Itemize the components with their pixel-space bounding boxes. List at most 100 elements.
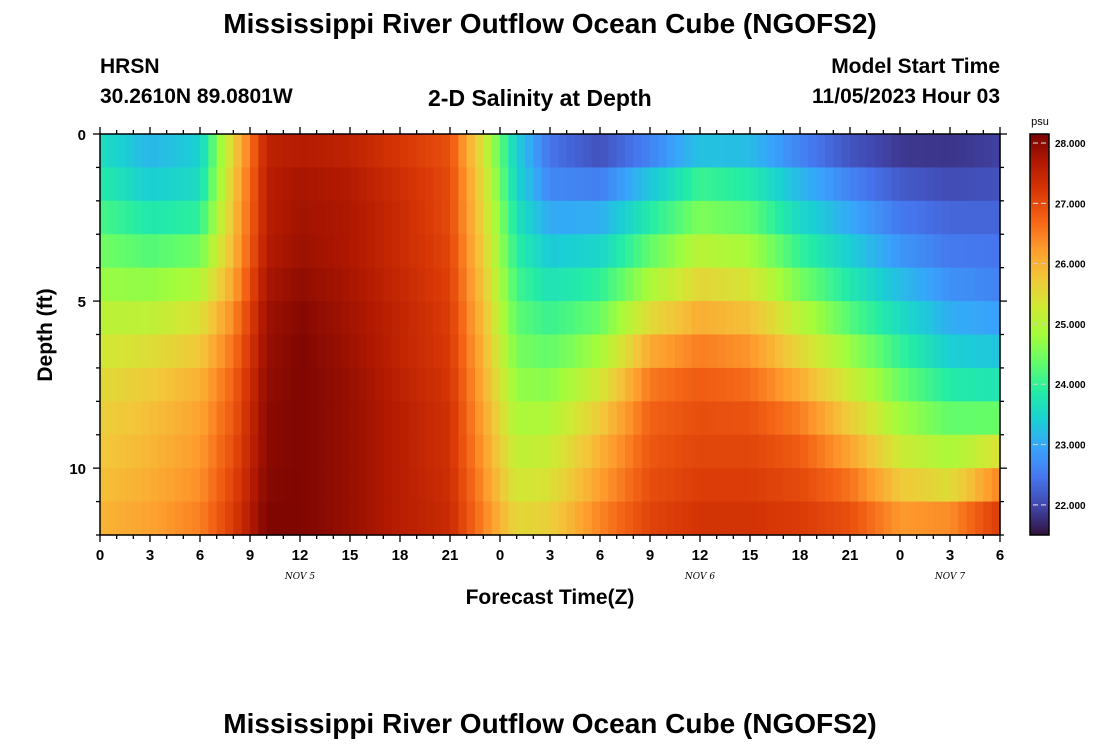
heatmap-cell (566, 134, 576, 169)
heatmap-cell (591, 267, 601, 302)
heatmap-cell (575, 334, 584, 369)
heatmap-cell (275, 167, 284, 202)
heatmap-cell (491, 167, 501, 202)
heatmap-cell (700, 501, 709, 536)
heatmap-cell (491, 200, 501, 235)
heatmap-cell (600, 367, 609, 402)
x-tick-label: 21 (842, 547, 859, 564)
heatmap-cell (408, 468, 418, 503)
heatmap-cell (750, 468, 759, 503)
heatmap-cell (416, 501, 426, 536)
heatmap-cell (725, 334, 734, 369)
heatmap-cell (141, 401, 151, 436)
heatmap-cell (600, 501, 609, 536)
heatmap-cell (975, 167, 984, 202)
heatmap-cell (800, 367, 809, 402)
heatmap-cell (625, 501, 634, 536)
heatmap-cell (416, 134, 426, 169)
heatmap-cell (866, 234, 876, 269)
heatmap-cell (808, 134, 818, 169)
heatmap-cell (983, 267, 993, 302)
heatmap-cell (241, 468, 251, 503)
heatmap-cell (775, 267, 784, 302)
heatmap-cell (283, 234, 293, 269)
heatmap-cell (916, 468, 926, 503)
heatmap-cell (950, 134, 959, 169)
heatmap-cell (983, 434, 993, 469)
heatmap-cell (325, 234, 334, 269)
y-tick-label: 10 (69, 461, 86, 478)
heatmap-cell (966, 267, 976, 302)
heatmap-cell (433, 167, 443, 202)
heatmap-cell (691, 334, 701, 369)
heatmap-cell (575, 134, 584, 169)
heatmap-cell (458, 267, 468, 302)
heatmap-cell (725, 234, 734, 269)
heatmap-cell (141, 334, 151, 369)
heatmap-cell (500, 367, 509, 402)
x-tick-label: 18 (392, 547, 409, 564)
heatmap-cell (350, 200, 359, 235)
heatmap-cell (616, 334, 626, 369)
heatmap-cell (658, 468, 668, 503)
heatmap-cell (541, 334, 551, 369)
heatmap-cell (525, 367, 534, 402)
heatmap-cell (808, 301, 818, 336)
heatmap-cell (216, 301, 226, 336)
heatmap-cell (283, 200, 293, 235)
heatmap-cell (116, 267, 126, 302)
heatmap-cell (158, 267, 168, 302)
heatmap-cell (133, 334, 143, 369)
heatmap-cell (833, 367, 843, 402)
heatmap-cell (200, 167, 209, 202)
heatmap-cell (833, 234, 843, 269)
heatmap-cell (941, 267, 951, 302)
heatmap-cell (533, 468, 543, 503)
heatmap-cell (258, 234, 268, 269)
heatmap-cell (525, 234, 534, 269)
heatmap-cell (983, 468, 993, 503)
heatmap-cell (408, 301, 418, 336)
heatmap-cell (600, 234, 609, 269)
heatmap-cell (900, 267, 909, 302)
heatmap-cell (400, 401, 409, 436)
heatmap-cell (316, 134, 326, 169)
heatmap-cell (716, 267, 726, 302)
heatmap-cell (550, 200, 559, 235)
heatmap-cell (383, 134, 393, 169)
heatmap-cell (950, 234, 959, 269)
heatmap-cell (933, 134, 943, 169)
heatmap-cell (316, 468, 326, 503)
heatmap-cell (741, 434, 751, 469)
heatmap-cell (616, 200, 626, 235)
heatmap-cell (158, 367, 168, 402)
heatmap-cell (241, 501, 251, 536)
heatmap-cell (125, 334, 134, 369)
heatmap-cell (108, 200, 118, 235)
heatmap-cell (200, 267, 209, 302)
heatmap-cell (525, 167, 534, 202)
heatmap-cell (175, 267, 184, 302)
heatmap-cell (925, 234, 934, 269)
heatmap-cell (358, 167, 368, 202)
heatmap-cell (533, 334, 543, 369)
heatmap-cell (666, 200, 676, 235)
heatmap-cell (941, 200, 951, 235)
y-axis-title: Depth (ft) (34, 288, 57, 381)
heatmap-cell (333, 200, 343, 235)
heatmap-cell (766, 434, 776, 469)
heatmap-cell (775, 501, 784, 536)
heatmap-cell (658, 334, 668, 369)
heatmap-cell (900, 301, 909, 336)
heatmap-cell (191, 267, 201, 302)
heatmap-cell (991, 167, 1001, 202)
heatmap-cell (491, 501, 501, 536)
heatmap-cell (425, 468, 434, 503)
heatmap-cell (391, 167, 401, 202)
heatmap-cell (708, 167, 718, 202)
heatmap-cell (550, 267, 559, 302)
heatmap-cell (191, 167, 201, 202)
heatmap-cell (725, 367, 734, 402)
heatmap-cell (466, 301, 476, 336)
heatmap-cell (225, 367, 234, 402)
